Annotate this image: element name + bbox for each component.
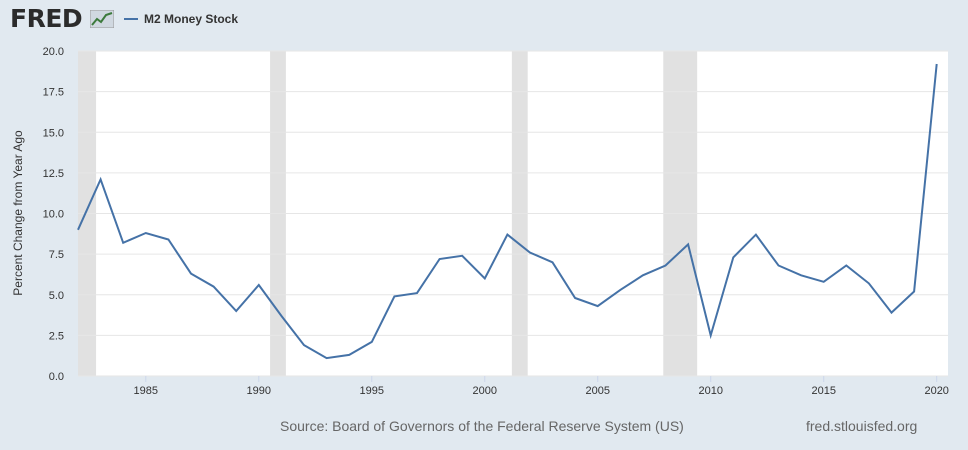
y-tick-label: 5.0 <box>49 290 64 302</box>
header: FRED M2 Money Stock <box>0 0 968 40</box>
graph-icon <box>90 10 114 28</box>
y-tick-label: 12.5 <box>43 168 64 180</box>
legend[interactable]: M2 Money Stock <box>124 12 238 26</box>
y-axis-label: Percent Change from Year Ago <box>11 130 25 296</box>
site-link[interactable]: fred.stlouisfed.org <box>806 418 918 434</box>
legend-label: M2 Money Stock <box>144 12 239 26</box>
x-tick-label: 2000 <box>473 385 497 397</box>
y-tick-label: 15.0 <box>43 127 64 139</box>
x-tick-label: 2015 <box>811 385 835 397</box>
gridlines <box>78 50 948 377</box>
y-tick-label: 10.0 <box>43 209 64 221</box>
x-tick-label: 1985 <box>134 385 158 397</box>
y-tick-label: 20.0 <box>43 46 64 58</box>
x-axis-ticks: 1985 1990 1995 2000 2005 2010 2015 2020 <box>134 376 949 397</box>
fred-logo[interactable]: FRED <box>10 4 83 33</box>
legend-swatch <box>124 18 138 20</box>
x-tick-label: 2005 <box>585 385 609 397</box>
x-tick-label: 1990 <box>247 385 271 397</box>
y-tick-label: 17.5 <box>43 87 64 99</box>
x-tick-label: 1995 <box>360 385 384 397</box>
y-axis-ticks: 0.0 2.5 5.0 7.5 10.0 12.5 15.0 17.5 20.0 <box>43 46 64 383</box>
y-tick-label: 2.5 <box>49 330 64 342</box>
x-tick-label: 2020 <box>924 385 948 397</box>
x-tick-label: 2010 <box>698 385 722 397</box>
series-line-m2 <box>77 63 938 360</box>
y-tick-label: 0.0 <box>49 371 64 383</box>
source-text: Source: Board of Governors of the Federa… <box>280 418 684 434</box>
y-tick-label: 7.5 <box>49 249 64 261</box>
